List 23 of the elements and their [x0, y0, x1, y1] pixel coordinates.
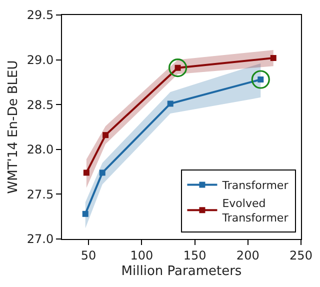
point: [168, 58, 188, 78]
y-tick-label: 28.5: [26, 98, 54, 112]
y-tick-label: 27.0: [26, 232, 54, 246]
y-tick-label: 28.0: [26, 142, 54, 157]
point: [83, 170, 90, 176]
x-tick-label: 150: [183, 248, 206, 262]
x-tick-label: 250: [290, 248, 312, 262]
x-tick-label: 50: [80, 248, 96, 262]
x-axis-title: Million Parameters: [121, 264, 242, 279]
y-tick-label: 29.5: [26, 8, 54, 22]
y-axis-title: WMT'14 En-De BLEU: [6, 60, 21, 194]
y-tick-label: 29.0: [26, 53, 54, 67]
x-tick-label: 100: [130, 248, 154, 262]
legend-label: Transformer: [221, 179, 289, 192]
point: [251, 70, 270, 89]
point: [270, 55, 276, 62]
point: [102, 132, 109, 138]
y-tick-label: 27.5: [26, 187, 54, 202]
legend-label: Evolved Transformer: [221, 197, 289, 225]
x-tick-label: 200: [236, 248, 260, 262]
point: [167, 100, 174, 107]
point: [99, 170, 106, 176]
point: [82, 210, 88, 217]
